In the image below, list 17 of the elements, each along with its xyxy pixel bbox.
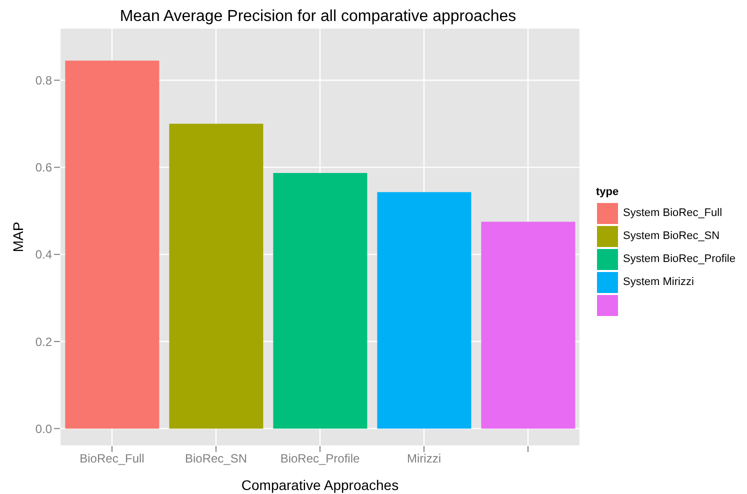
legend-label: System Mirizzi	[623, 276, 694, 288]
y-tick-label: 0.6	[35, 160, 52, 175]
x-tick-label: BioRec_SN	[184, 452, 248, 466]
legend-label: System BioRec_Full	[623, 207, 722, 219]
x-axis-title: Comparative Approaches	[241, 477, 399, 493]
y-tick-label: 0.2	[35, 334, 52, 349]
x-tick-label: Mirizzi	[407, 452, 441, 466]
y-tick-label: 0.8	[35, 74, 52, 88]
y-tick-label: 0.0	[35, 422, 52, 436]
x-tick-label: BioRec_Profile	[280, 452, 360, 466]
chart-title: Mean Average Precision for all comparative approaches	[118, 8, 518, 27]
y-axis-title: MAP	[10, 222, 26, 252]
legend-label: System BioRec_Profile	[623, 253, 736, 265]
legend-label: System BioRec_SN	[623, 230, 720, 242]
y-tick-label: 0.4	[35, 248, 52, 262]
x-tick-label: BioRec_Full	[80, 452, 144, 466]
legend-title: type	[596, 186, 620, 198]
